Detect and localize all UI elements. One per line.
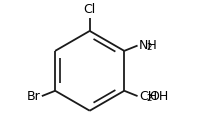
Text: Cl: Cl — [84, 3, 96, 16]
Text: 2: 2 — [147, 43, 152, 52]
Text: CH: CH — [139, 90, 157, 103]
Text: NH: NH — [139, 39, 158, 52]
Text: OH: OH — [150, 90, 169, 103]
Text: Br: Br — [27, 90, 40, 103]
Text: 2: 2 — [147, 94, 152, 103]
